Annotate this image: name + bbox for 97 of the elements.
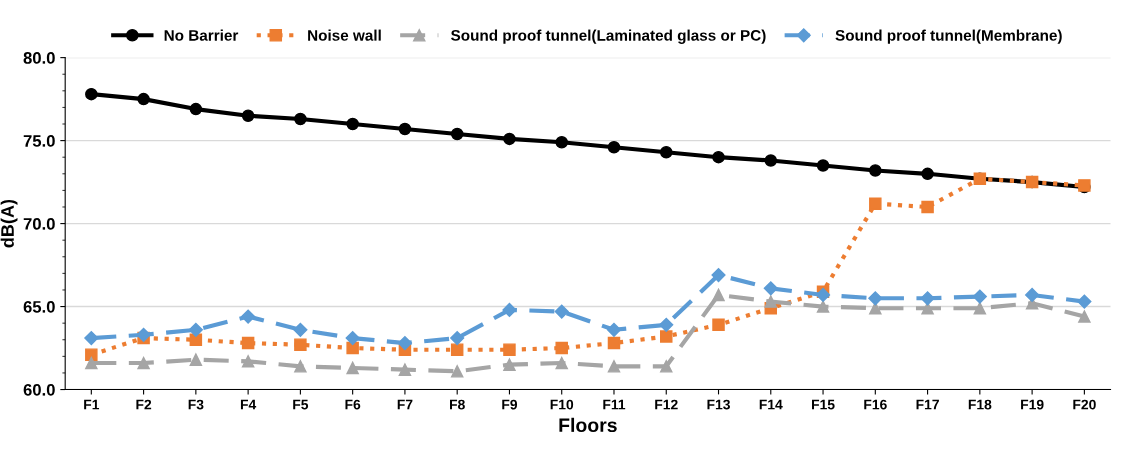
point [137, 356, 150, 370]
point [450, 365, 464, 378]
point [397, 335, 412, 351]
point [921, 167, 934, 181]
point [189, 353, 203, 366]
point [1078, 310, 1091, 323]
x-tick-label: F8 [450, 399, 465, 410]
point [241, 309, 256, 324]
point [241, 336, 255, 350]
point [450, 331, 465, 346]
point [555, 356, 568, 370]
point [84, 331, 99, 346]
x-tick-label: F16 [864, 399, 887, 410]
point [555, 136, 568, 149]
y-tick-label: 65.0 [23, 300, 55, 313]
point [294, 360, 307, 373]
point [85, 348, 98, 361]
point [189, 102, 203, 116]
x-tick-label: F10 [550, 399, 574, 410]
point [1077, 294, 1092, 309]
x-axis-title: Floors [559, 417, 617, 433]
y-axis-title: dB(A) [0, 199, 18, 248]
point [972, 289, 987, 304]
point [712, 288, 725, 302]
x-tick-label: F2 [136, 399, 152, 410]
point [607, 336, 621, 350]
point [711, 267, 726, 283]
point [503, 132, 516, 146]
point [137, 92, 150, 106]
x-tick-label: F19 [1021, 399, 1044, 410]
point [869, 197, 882, 210]
point [502, 302, 517, 317]
y-tick-label: 70.0 [23, 217, 55, 230]
point [294, 338, 307, 351]
point [398, 363, 412, 376]
point [346, 361, 359, 375]
x-tick-label: F13 [707, 399, 730, 410]
x-tick-label: F1 [84, 399, 100, 410]
point [555, 341, 568, 355]
point [346, 117, 359, 131]
point [293, 322, 308, 337]
point [763, 281, 778, 296]
x-tick-label: F9 [502, 399, 518, 410]
point [659, 317, 674, 332]
point [816, 300, 830, 313]
legend-label: No Barrier [164, 29, 239, 41]
x-tick-label: F18 [968, 399, 992, 410]
point [712, 150, 725, 164]
x-tick-label: F20 [1073, 399, 1096, 410]
point [660, 360, 673, 373]
point [188, 322, 203, 337]
point [294, 112, 307, 126]
point [450, 127, 464, 141]
x-tick-label: F12 [655, 399, 678, 410]
point [607, 140, 621, 154]
point [973, 301, 987, 315]
point [241, 109, 255, 122]
x-tick-label: F15 [812, 399, 835, 410]
point [346, 341, 359, 355]
y-tick-label: 60.0 [23, 383, 55, 396]
point [816, 159, 830, 172]
point [450, 343, 464, 356]
point [345, 331, 360, 346]
point [85, 356, 98, 370]
x-tick-label: F14 [759, 399, 783, 410]
x-tick-label: F5 [293, 399, 309, 410]
point [503, 358, 516, 371]
point [503, 343, 516, 356]
y-tick-label: 80.0 [23, 52, 55, 64]
x-tick-label: F6 [345, 399, 361, 410]
point [85, 87, 98, 101]
x-tick-label: F4 [240, 399, 257, 410]
x-tick-label: F3 [188, 399, 204, 410]
point [554, 304, 569, 319]
point [815, 287, 831, 303]
point [607, 360, 621, 373]
point [660, 145, 673, 159]
legend-label: Sound proof tunnel(Membrane) [835, 29, 1062, 44]
point [136, 327, 151, 342]
point [606, 322, 622, 337]
point [868, 291, 883, 306]
point [920, 291, 935, 306]
point [869, 164, 882, 177]
y-tick-label: 75.0 [23, 135, 55, 147]
point [1025, 287, 1040, 303]
legend-label: Sound proof tunnel(Laminated glass or PC) [451, 29, 766, 44]
x-tick-label: F11 [603, 399, 626, 410]
x-tick-label: F17 [916, 399, 939, 410]
point [241, 355, 255, 368]
point [764, 295, 778, 308]
x-tick-label: F7 [397, 399, 413, 410]
point [660, 330, 673, 343]
point [398, 122, 412, 136]
point [764, 154, 778, 167]
point [712, 318, 725, 332]
legend-label: Noise wall [308, 29, 381, 41]
point [921, 200, 934, 214]
